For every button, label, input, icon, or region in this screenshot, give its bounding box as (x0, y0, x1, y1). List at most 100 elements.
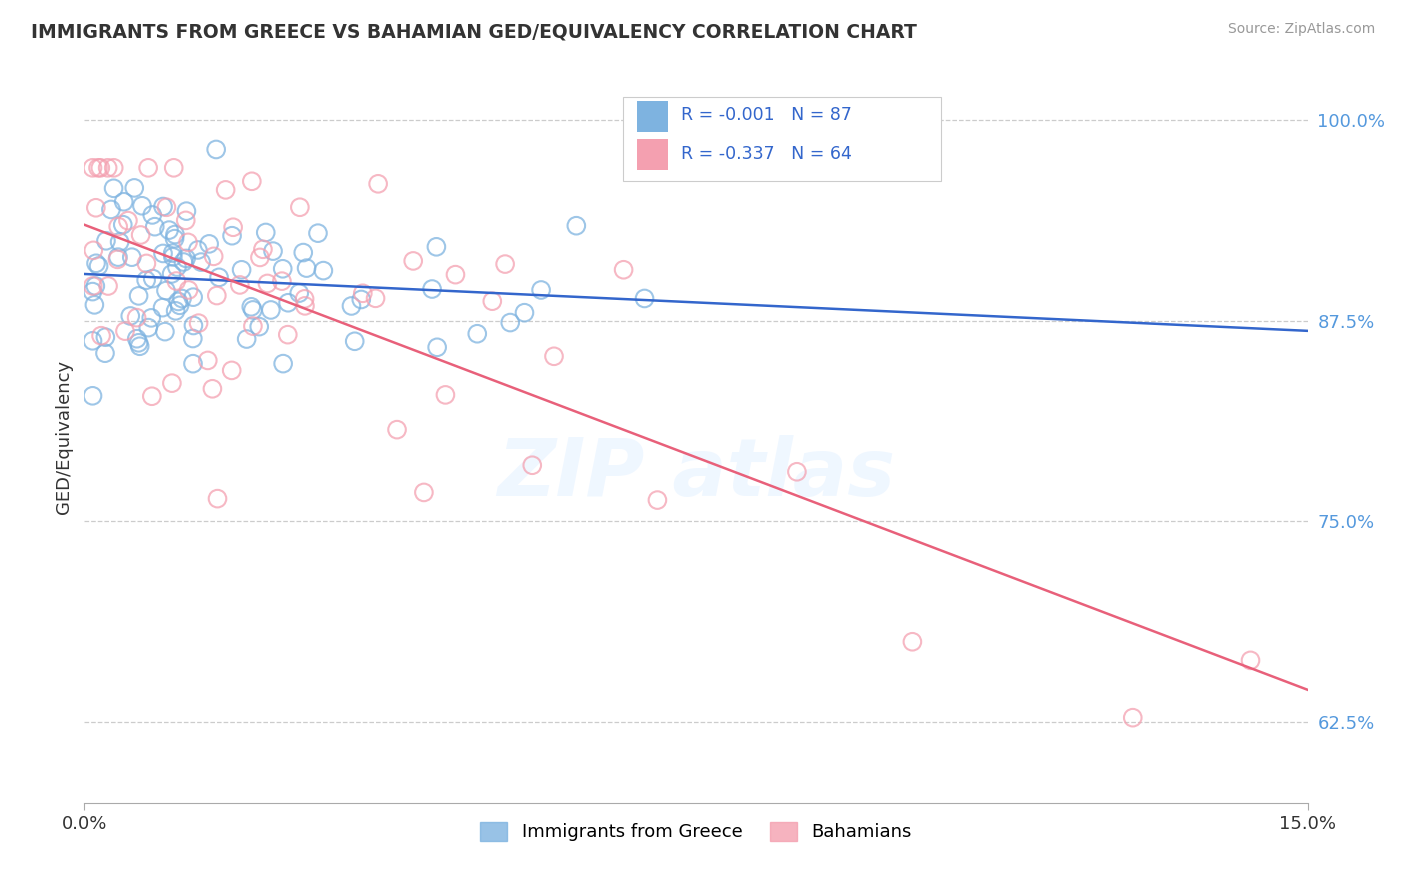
Point (83, 298, 105, 312)
Point (152, 246, 174, 260)
Point (231, 262, 253, 277)
Point (613, 262, 636, 277)
Point (294, 299, 316, 313)
Point (208, 270, 231, 285)
Point (513, 306, 536, 320)
Point (367, 177, 389, 191)
Point (82, 334, 104, 348)
Point (205, 288, 228, 302)
Point (167, 294, 190, 309)
Point (160, 376, 183, 391)
Point (181, 290, 204, 304)
Point (97, 161, 120, 175)
Point (647, 493, 669, 508)
Point (312, 263, 335, 277)
Point (169, 298, 191, 312)
Point (120, 309, 142, 323)
Text: R = -0.337   N = 64: R = -0.337 N = 64 (682, 145, 852, 163)
Point (114, 324, 136, 338)
Point (254, 226, 277, 240)
Point (271, 261, 294, 276)
Point (1239, 653, 1261, 667)
Point (90, 328, 112, 343)
Point (292, 245, 315, 260)
Point (262, 244, 284, 259)
Point (198, 236, 221, 251)
Point (94, 234, 117, 248)
Point (499, 316, 522, 330)
Point (364, 291, 387, 305)
Point (111, 218, 134, 232)
Point (235, 332, 257, 346)
Point (901, 634, 924, 648)
Point (135, 273, 157, 287)
Point (107, 219, 129, 234)
Point (352, 286, 374, 301)
Point (288, 200, 311, 214)
Point (108, 235, 131, 249)
Point (87, 259, 110, 273)
Point (221, 363, 243, 377)
Point (256, 277, 278, 291)
Point (543, 349, 565, 363)
FancyBboxPatch shape (623, 97, 941, 181)
Point (190, 255, 212, 269)
Point (294, 292, 316, 306)
Point (465, 326, 488, 341)
Point (160, 267, 183, 281)
Point (162, 246, 184, 260)
Point (125, 332, 148, 346)
Point (214, 183, 236, 197)
Point (197, 353, 219, 368)
Point (385, 423, 408, 437)
Point (181, 357, 204, 371)
Point (426, 340, 449, 354)
Point (174, 252, 197, 266)
Point (163, 227, 186, 242)
Point (420, 282, 443, 296)
Point (155, 200, 177, 214)
Point (170, 292, 193, 306)
Text: Source: ZipAtlas.com: Source: ZipAtlas.com (1227, 22, 1375, 37)
Point (288, 286, 311, 301)
Point (87, 161, 110, 175)
Point (187, 316, 209, 330)
Point (153, 325, 176, 339)
Point (82, 161, 104, 175)
Point (277, 327, 299, 342)
Text: IMMIGRANTS FROM GREECE VS BAHAMIAN GED/EQUIVALENCY CORRELATION CHART: IMMIGRANTS FROM GREECE VS BAHAMIAN GED/E… (31, 22, 917, 41)
Point (135, 256, 157, 270)
Point (425, 240, 447, 254)
Point (84, 201, 107, 215)
Point (205, 143, 228, 157)
Point (163, 161, 186, 175)
Point (174, 213, 197, 227)
Point (94, 346, 117, 360)
Point (103, 161, 125, 175)
Point (129, 227, 152, 242)
Point (530, 283, 553, 297)
Point (163, 232, 186, 246)
Point (107, 250, 129, 264)
Point (172, 255, 194, 269)
Text: R = -0.001   N = 87: R = -0.001 N = 87 (682, 106, 852, 124)
Point (260, 302, 283, 317)
Point (84, 279, 107, 293)
Point (125, 310, 148, 325)
Point (155, 284, 177, 298)
Point (229, 277, 252, 292)
Point (122, 181, 145, 195)
Point (271, 357, 294, 371)
Point (112, 194, 135, 209)
Point (117, 213, 139, 227)
Point (82, 285, 104, 299)
FancyBboxPatch shape (637, 102, 668, 132)
Point (271, 274, 294, 288)
Point (343, 334, 366, 349)
Point (141, 389, 163, 403)
FancyBboxPatch shape (637, 139, 668, 170)
Point (242, 319, 264, 334)
Legend: Immigrants from Greece, Bahamians: Immigrants from Greece, Bahamians (472, 814, 920, 848)
Point (249, 251, 271, 265)
Point (481, 294, 503, 309)
